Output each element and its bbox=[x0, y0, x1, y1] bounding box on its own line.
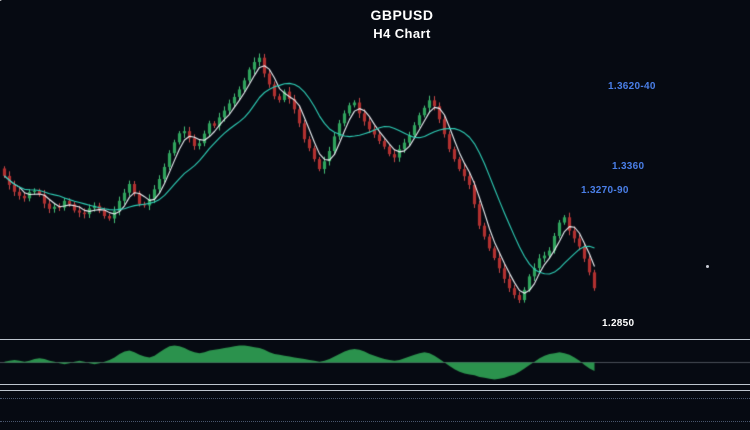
label-resistance-3620: 1.3620-40 bbox=[608, 81, 656, 92]
rsi-lower-band-dotted bbox=[0, 421, 750, 422]
stray-pixel-dot bbox=[706, 265, 709, 268]
symbol-title: GBPUSD bbox=[370, 7, 434, 23]
timeframe-subtitle: H4 Chart bbox=[373, 26, 431, 41]
panel-divider-oscillator-top bbox=[0, 339, 750, 340]
rsi-upper-band-dotted bbox=[0, 398, 750, 399]
panel-divider-rsi-top bbox=[0, 390, 750, 391]
chart-title: GBPUSD H4 Chart bbox=[327, 8, 477, 40]
label-zone-3270: 1.3270-90 bbox=[581, 185, 629, 196]
panel-divider-oscillator-bottom bbox=[0, 384, 750, 385]
label-support-2850: 1.2850 bbox=[602, 318, 635, 329]
label-level-3360: 1.3360 bbox=[612, 161, 645, 172]
